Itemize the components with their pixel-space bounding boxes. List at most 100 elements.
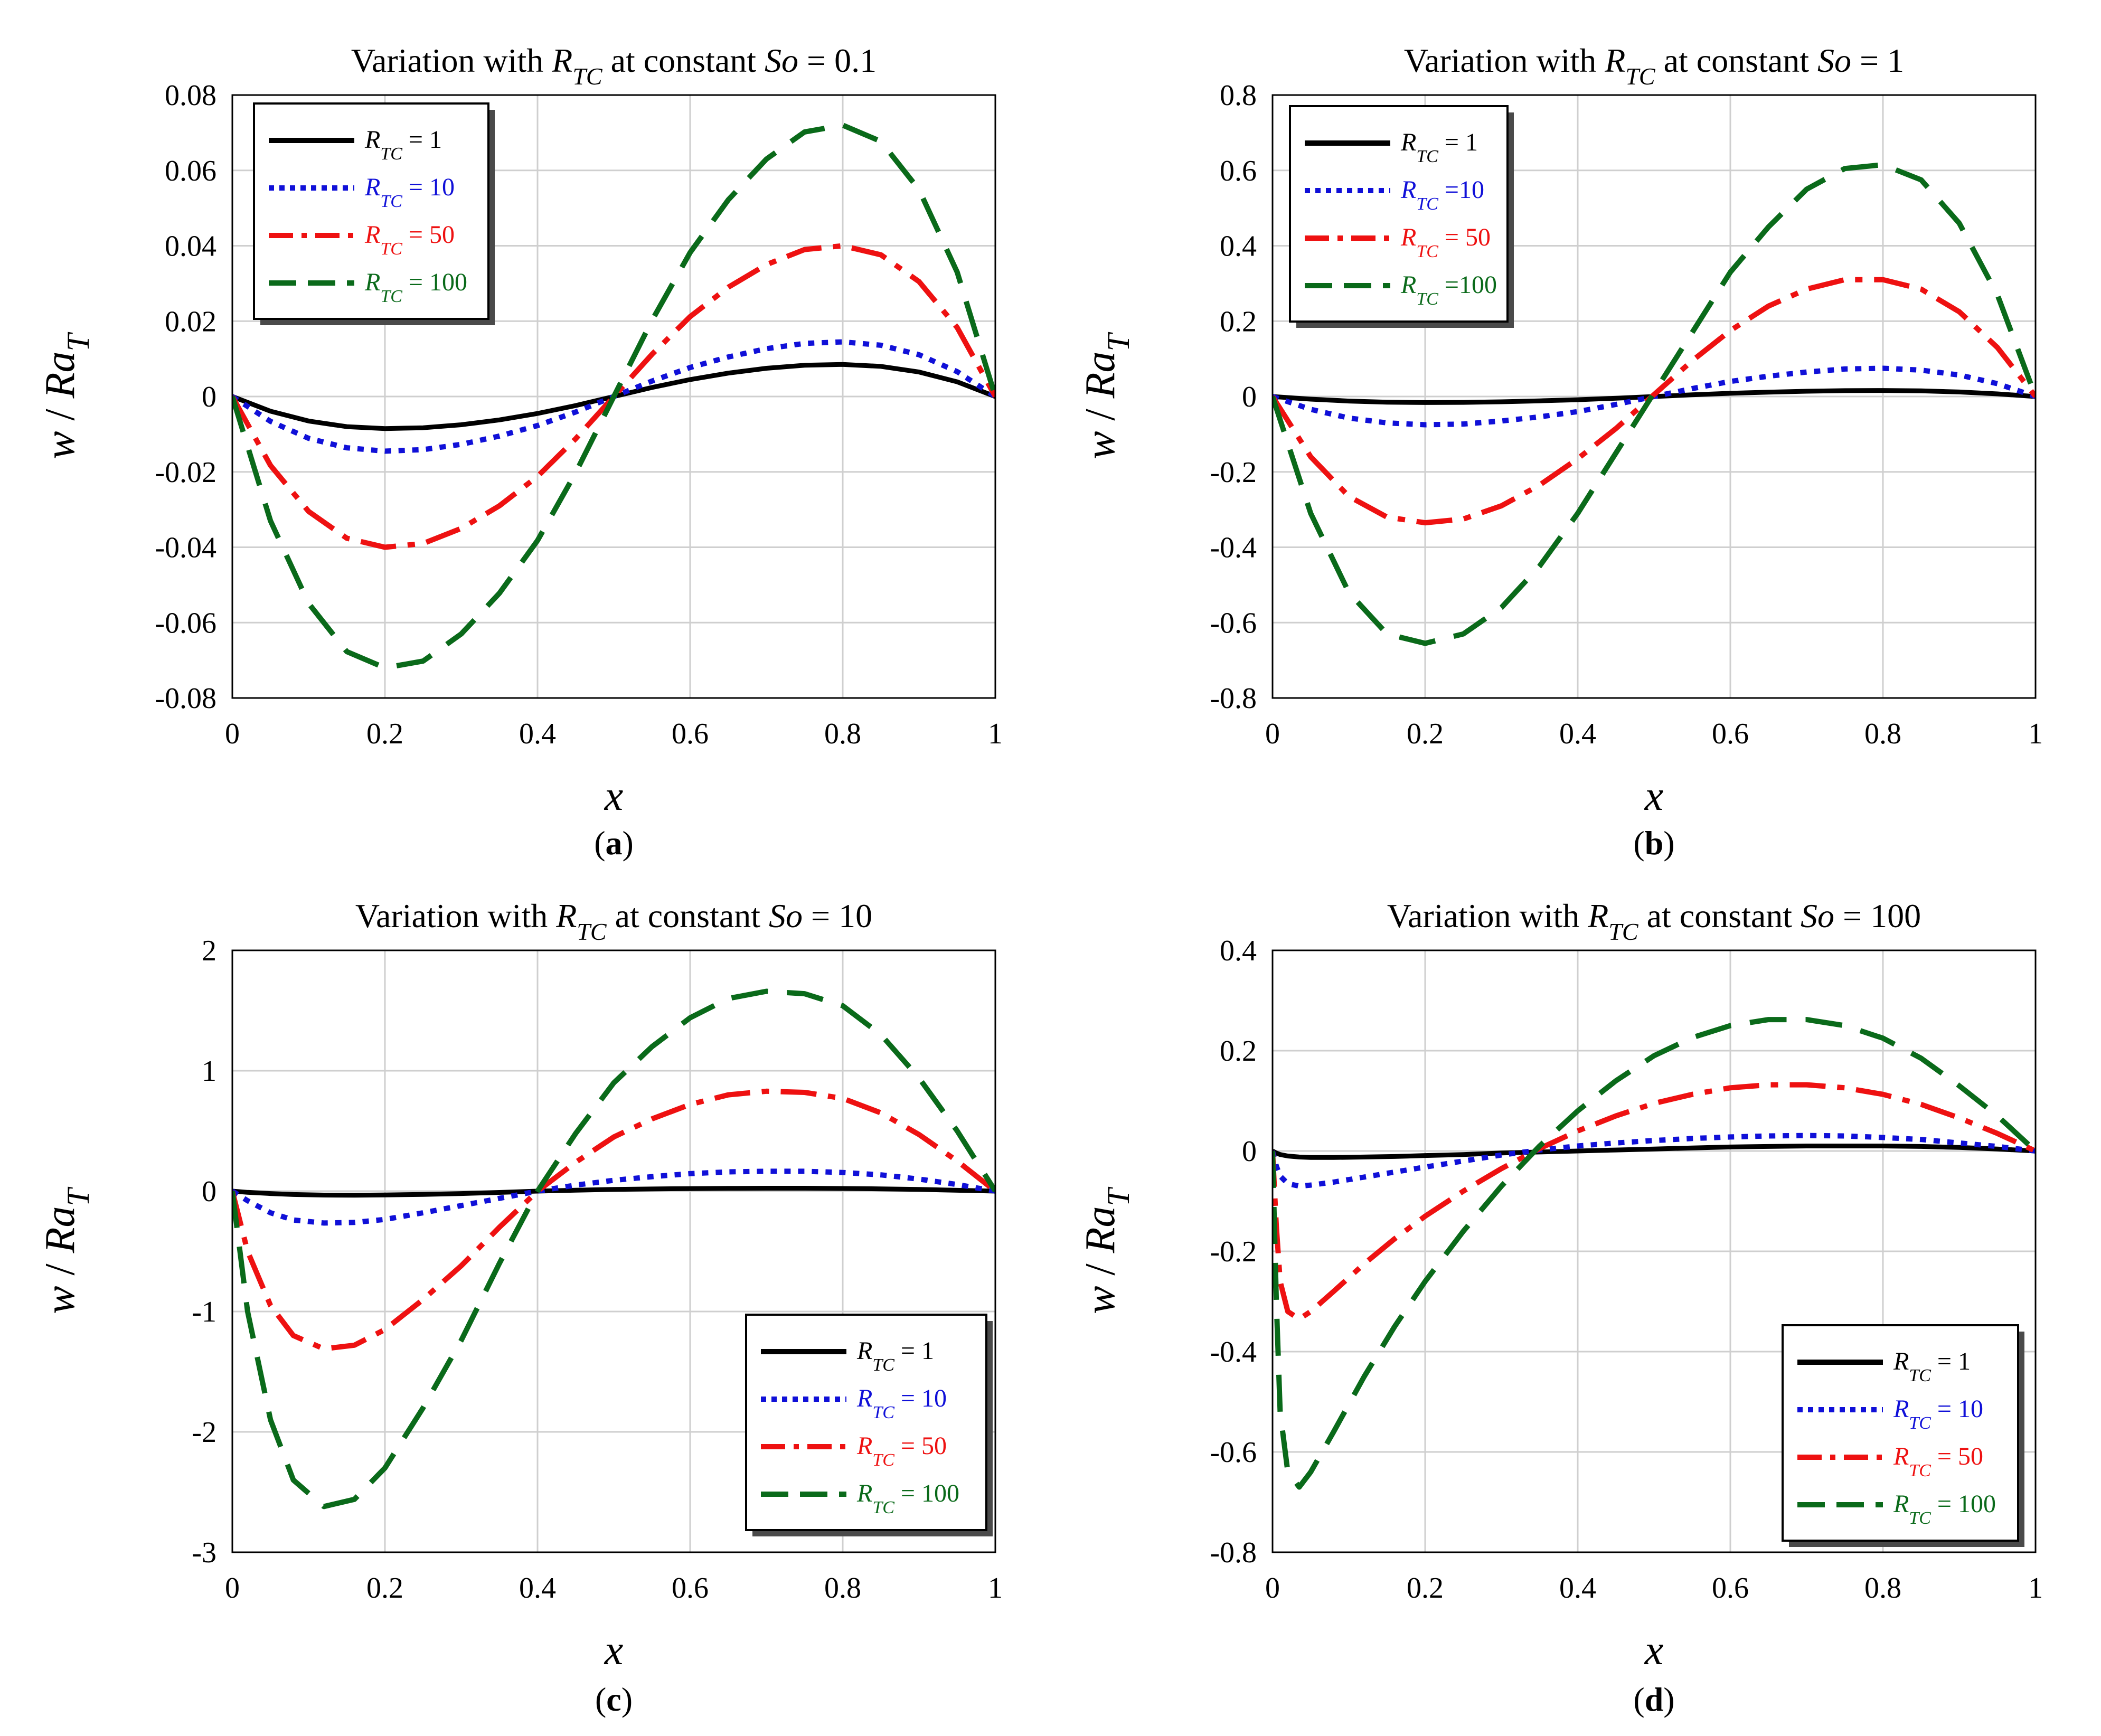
- chart-title: Variation with RTC at constant So = 10: [355, 897, 872, 945]
- y-tick-label: 0: [1242, 381, 1257, 413]
- x-tick-label: 0.2: [366, 1572, 403, 1605]
- title-parameter: So: [1817, 42, 1851, 79]
- y-label-w: w: [1077, 1286, 1124, 1314]
- legend-variable: R: [1893, 1347, 1909, 1375]
- y-tick-label: 0.02: [165, 305, 216, 338]
- y-tick-label: -0.2: [1210, 1235, 1257, 1268]
- title-parameter: So: [765, 42, 798, 79]
- legend-subscript: TC: [1909, 1366, 1931, 1385]
- chart-title: Variation with RTC at constant So = 0.1: [351, 42, 877, 90]
- legend-value: = 10: [894, 1384, 947, 1412]
- title-value: = 1: [1851, 42, 1904, 79]
- y-label-slash: /: [1077, 1253, 1124, 1286]
- y-label-subscript: T: [61, 332, 96, 351]
- legend-variable: R: [1893, 1490, 1909, 1518]
- title-subscript: TC: [1625, 63, 1656, 90]
- series-line-2: [1273, 1082, 2036, 1322]
- chart-panel-d: 0 0.2 0.4 0.6 0.8 1 -0.8 -0.6 -0.4 -0.2 0 0.2 0.4 Var…: [1077, 897, 2043, 1718]
- legend-value: = 1: [1438, 128, 1478, 156]
- title-subscript: TC: [1608, 918, 1639, 945]
- x-axis-label: x: [604, 1627, 624, 1674]
- title-value: = 10: [803, 897, 872, 935]
- series-line-2: [232, 1088, 995, 1352]
- legend-subscript: TC: [380, 192, 402, 211]
- legend-label-0: RTC = 1: [1893, 1347, 1971, 1385]
- y-label-ra: Ra: [37, 351, 83, 399]
- y-label-slash: /: [1077, 398, 1124, 431]
- plot-frame: [231, 94, 996, 699]
- subfigure-letter: b: [1645, 824, 1664, 862]
- legend-variable: R: [364, 126, 380, 154]
- title-prefix: Variation with: [355, 897, 556, 935]
- y-tick-label: 0.4: [1220, 935, 1257, 967]
- legend-label-1: RTC = 10: [1893, 1395, 1983, 1433]
- legend-value: =10: [1438, 176, 1484, 204]
- legend-label-2: RTC = 50: [1400, 223, 1491, 261]
- title-middle: at constant: [1655, 42, 1817, 79]
- subfigure-paren-open: (: [1633, 824, 1644, 862]
- legend-subscript: TC: [1416, 289, 1438, 309]
- plot-frame: [231, 949, 996, 1553]
- y-tick-label: -0.02: [155, 456, 216, 489]
- y-tick-label: 0: [1242, 1135, 1257, 1168]
- subfigure-letter: d: [1645, 1681, 1664, 1718]
- y-label-ra: Ra: [1077, 1206, 1124, 1253]
- legend-subscript: TC: [380, 144, 402, 164]
- subfigure-label: (a): [594, 824, 634, 862]
- title-variable: R: [1587, 897, 1608, 935]
- legend-variable: R: [1400, 176, 1416, 204]
- x-tick-label: 0.8: [1864, 1572, 1901, 1605]
- x-tick-label: 1: [2028, 718, 2043, 750]
- legend-label-0: RTC = 1: [856, 1337, 934, 1375]
- x-tick-label: 0.2: [366, 718, 403, 750]
- legend-value: =100: [1438, 271, 1497, 299]
- title-variable: R: [555, 897, 577, 935]
- y-tick-label: -3: [192, 1536, 216, 1569]
- legend-value: = 1: [1931, 1347, 1971, 1375]
- x-tick-label: 0.8: [1864, 718, 1901, 750]
- y-tick-label: -0.4: [1210, 532, 1257, 564]
- series-line-3: [232, 988, 995, 1509]
- legend-label-0: RTC = 1: [364, 126, 442, 164]
- x-tick-label: 1: [2028, 1572, 2043, 1605]
- legend-value: = 50: [402, 221, 455, 249]
- y-label-w: w: [37, 1286, 83, 1314]
- y-tick-label: -1: [192, 1296, 216, 1328]
- legend-variable: R: [1893, 1395, 1909, 1423]
- legend-value: = 1: [402, 126, 442, 154]
- legend-variable: R: [1400, 223, 1416, 251]
- x-tick-label: 0.6: [1712, 1572, 1749, 1605]
- x-tick-label: 0.6: [672, 718, 709, 750]
- y-tick-label: 0: [202, 1175, 216, 1208]
- chart-panel-a: 0 0.2 0.4 0.6 0.8 1 -0.08 -0.06 -0.04 -0.02 0 0.02 0…: [37, 42, 1003, 862]
- title-variable: R: [551, 42, 572, 79]
- subfigure-paren-open: (: [595, 1681, 606, 1718]
- legend-variable: R: [1893, 1442, 1909, 1470]
- title-prefix: Variation with: [1387, 897, 1588, 935]
- legend-subscript: TC: [872, 1498, 894, 1517]
- title-prefix: Variation with: [351, 42, 552, 79]
- y-label-w: w: [37, 431, 83, 459]
- y-tick-label: -2: [192, 1416, 216, 1449]
- legend-subscript: TC: [872, 1355, 894, 1375]
- y-label-subscript: T: [61, 1186, 96, 1206]
- y-tick-label: 0.6: [1220, 155, 1257, 187]
- legend-subscript: TC: [1909, 1461, 1931, 1480]
- title-subscript: TC: [577, 918, 607, 945]
- subfigure-paren-close: ): [621, 1681, 633, 1718]
- x-tick-label: 0: [1265, 718, 1280, 750]
- subfigure-paren-open: (: [1633, 1681, 1644, 1718]
- y-tick-label: -0.8: [1210, 1536, 1257, 1569]
- chart-title: Variation with RTC at constant So = 1: [1404, 42, 1904, 90]
- y-tick-label: 0.4: [1220, 230, 1257, 263]
- subfigure-label: (d): [1633, 1681, 1674, 1718]
- y-tick-label: 0.2: [1220, 305, 1257, 338]
- x-tick-label: 0.8: [824, 1572, 861, 1605]
- series-line-3: [232, 122, 995, 671]
- legend-variable: R: [856, 1337, 872, 1365]
- legend-variable: R: [364, 221, 380, 249]
- y-label-w: w: [1077, 431, 1124, 459]
